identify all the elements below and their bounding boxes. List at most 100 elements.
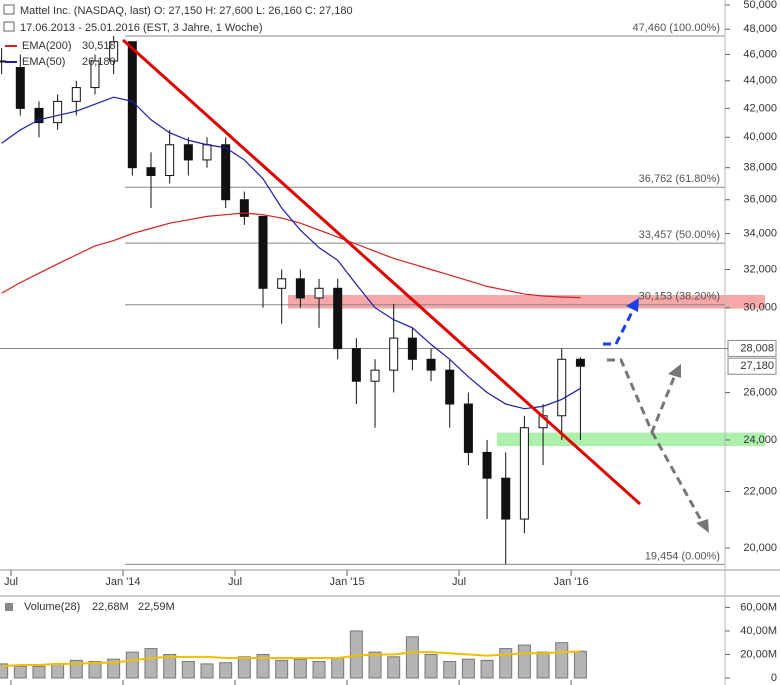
y-tick-label: 60,00M	[740, 601, 777, 613]
candle-body	[239, 199, 249, 217]
blue-arrow	[603, 307, 636, 346]
volume-bar	[387, 656, 401, 679]
candle-body	[34, 107, 44, 124]
fib-label: 36,762 (61.80%)	[639, 173, 720, 185]
y-tick-label: 42,000	[743, 102, 777, 114]
candle-body	[295, 278, 305, 299]
volume-bar	[368, 651, 382, 679]
fib-label: 33,457 (50.00%)	[639, 229, 720, 241]
y-tick-label: 20,00M	[740, 648, 777, 660]
candle-body	[501, 477, 511, 520]
volume-value: 22,68M	[92, 601, 129, 613]
candle-body	[482, 451, 492, 479]
volume-bar	[13, 665, 27, 679]
gray-arrow	[650, 431, 704, 523]
volume-bar	[443, 661, 457, 679]
volume-bar	[405, 636, 419, 679]
price-box	[727, 339, 777, 357]
volume-bar	[573, 650, 587, 679]
volume-bar	[275, 659, 289, 679]
ema-line	[1, 212, 581, 299]
volume-bar	[237, 656, 251, 679]
candle-body	[15, 66, 25, 109]
volume-bar	[51, 663, 65, 679]
candle-body	[71, 87, 81, 102]
gray-arrow	[607, 358, 677, 436]
volume-bar	[517, 644, 531, 679]
x-tick-label: Jan '14	[105, 576, 140, 588]
x-tick-label: Jul	[452, 576, 466, 588]
y-tick-label: 20,000	[743, 542, 777, 554]
candle-body	[109, 41, 119, 62]
header-period: 17.06.2013 - 25.01.2016 (EST, 3 Jahre, 1…	[20, 22, 263, 34]
candle-body	[463, 403, 473, 453]
scenario-arrows	[603, 298, 709, 533]
y-tick-label: 22,000	[743, 485, 777, 497]
icon	[5, 603, 13, 611]
y-tick-label: 24,000	[743, 434, 777, 446]
volume-bar	[32, 665, 46, 679]
volume-bar	[480, 659, 494, 679]
volume-bar	[107, 658, 121, 679]
candle-body	[277, 278, 287, 289]
candle-body	[370, 369, 380, 382]
candle-body	[575, 358, 585, 367]
volume-bar	[331, 657, 345, 679]
x-tick-label: Jan '16	[553, 576, 588, 588]
candle-body	[165, 144, 175, 177]
candle-body	[53, 100, 63, 124]
candle-body	[314, 287, 324, 299]
volume-bar	[256, 653, 270, 679]
y-tick-label: 44,000	[743, 75, 777, 87]
x-tick-label: Jul	[228, 576, 242, 588]
y-tick-label: 30,000	[743, 302, 777, 314]
plot	[0, 35, 585, 565]
candle-body	[202, 144, 212, 161]
legend-label: EMA(50)	[22, 56, 65, 68]
volume-bar	[125, 651, 139, 679]
candle-body	[445, 369, 455, 405]
price-box	[727, 357, 777, 375]
volume-bar	[88, 661, 102, 679]
volume-bar	[163, 653, 177, 679]
candle-body	[0, 60, 7, 63]
x-tick-label: Jul	[4, 576, 18, 588]
y-tick-label: 48,000	[743, 23, 777, 35]
trend-line	[121, 38, 642, 506]
price-label: 27,180	[740, 360, 774, 372]
header-title: Mattel Inc. (NASDAQ, last) O: 27,150 H: …	[20, 5, 353, 17]
volume-ma-value: 22,59M	[138, 601, 175, 613]
candle-body	[333, 287, 343, 350]
fib-label: 19,454 (0.00%)	[645, 550, 720, 562]
arrowhead	[668, 364, 681, 378]
candle-body	[146, 167, 156, 177]
candle-body	[183, 144, 193, 161]
candle-body	[351, 348, 361, 382]
icon	[3, 21, 15, 32]
icon	[3, 4, 15, 15]
volume-bar	[424, 653, 438, 679]
volume-ma	[1, 650, 581, 668]
candle-body	[258, 215, 268, 289]
y-tick-label: 0	[771, 672, 777, 684]
y-tick-label: 38,000	[743, 162, 777, 174]
x-tick-label: Jan '15	[329, 576, 364, 588]
y-tick-label: 36,000	[743, 194, 777, 206]
y-tick-label: 26,000	[743, 386, 777, 398]
volume-bar	[200, 663, 214, 679]
candle-body	[90, 60, 100, 89]
candle-body	[426, 358, 436, 371]
volume-bar	[536, 651, 550, 679]
y-tick-label: 32,000	[743, 263, 777, 275]
legend-label: EMA(200)	[22, 40, 72, 52]
arrowhead	[696, 519, 709, 533]
price-label: 28,008	[740, 342, 774, 354]
y-tick-label: 50,000	[743, 0, 777, 11]
ema-line	[1, 96, 581, 410]
legend-value: 26,180	[82, 56, 116, 68]
candle-body	[221, 144, 231, 201]
candle-body	[389, 337, 399, 371]
legend-value: 30,518	[82, 40, 116, 52]
volume-bar	[293, 658, 307, 679]
